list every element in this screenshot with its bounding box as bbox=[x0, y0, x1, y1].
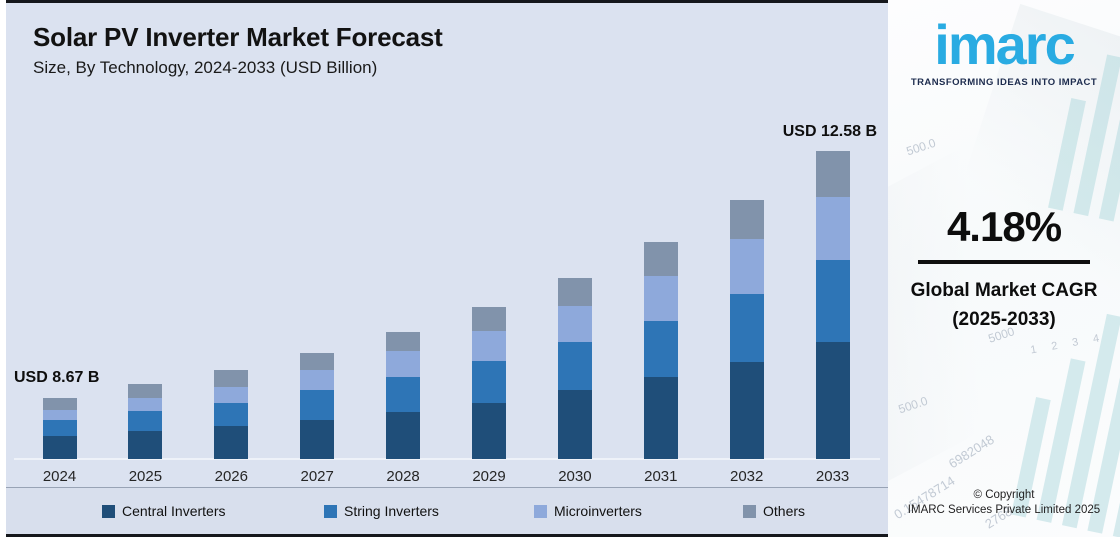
bar-segment-others bbox=[128, 383, 163, 398]
bar-segment-others bbox=[214, 369, 249, 387]
bar-segment-string-inverters bbox=[386, 377, 421, 412]
legend-label: Others bbox=[763, 503, 806, 519]
x-tick-2025: 2025 bbox=[128, 468, 163, 485]
x-tick-2032: 2032 bbox=[730, 468, 764, 485]
bar-segment-others bbox=[386, 332, 421, 351]
x-tick-2026: 2026 bbox=[214, 468, 248, 485]
bar-2028 bbox=[386, 332, 421, 459]
bar-segment-string-inverters bbox=[729, 294, 764, 362]
bar-2033 bbox=[815, 151, 850, 459]
bar-segment-string-inverters bbox=[300, 390, 335, 420]
bar-2026 bbox=[214, 369, 249, 459]
chart-panel-inner: Solar PV Inverter Market Forecast Size, … bbox=[6, 3, 888, 534]
bar-segment-microinverters bbox=[42, 409, 77, 420]
watermark-number: 500.0 bbox=[904, 135, 938, 159]
x-tick-2031: 2031 bbox=[644, 468, 678, 485]
legend-label: Central Inverters bbox=[122, 503, 226, 519]
bar-2025 bbox=[128, 383, 163, 459]
page-title: Solar PV Inverter Market Forecast bbox=[33, 22, 443, 52]
cagr-underline bbox=[918, 260, 1090, 264]
cagr-block: 4.18% Global Market CAGR (2025-2033) bbox=[888, 203, 1120, 334]
bar-2029 bbox=[472, 307, 506, 459]
x-axis-line bbox=[14, 458, 880, 460]
bar-segment-central-inverters bbox=[729, 361, 764, 459]
bar-segment-microinverters bbox=[815, 197, 850, 260]
bar-segment-string-inverters bbox=[643, 320, 678, 377]
bar-segment-central-inverters bbox=[815, 342, 850, 459]
bar-segment-central-inverters bbox=[643, 377, 678, 459]
value-label-2033: USD 12.58 B bbox=[782, 123, 877, 140]
legend-swatch bbox=[743, 504, 756, 518]
x-tick-2029: 2029 bbox=[472, 468, 506, 485]
bar-segment-string-inverters bbox=[557, 342, 592, 390]
bar-segment-central-inverters bbox=[472, 403, 506, 459]
bar-segment-string-inverters bbox=[128, 410, 163, 431]
bar-segment-others bbox=[557, 278, 592, 306]
bar-segment-central-inverters bbox=[214, 425, 249, 459]
bar-segment-others bbox=[42, 397, 77, 410]
x-tick-2027: 2027 bbox=[300, 468, 334, 485]
legend-label: String Inverters bbox=[344, 503, 439, 519]
bar-segment-others bbox=[815, 151, 850, 197]
bar-segment-microinverters bbox=[386, 350, 421, 377]
cagr-label-line2: (2025-2033) bbox=[952, 308, 1056, 330]
legend-item-string-inverters: String Inverters bbox=[324, 503, 439, 519]
imarc-logo-text: imarc bbox=[934, 13, 1075, 76]
bar-segment-string-inverters bbox=[815, 259, 850, 342]
bar-2027 bbox=[300, 353, 335, 459]
copyright: © Copyright IMARC Services Private Limit… bbox=[888, 488, 1120, 519]
x-tick-2033: 2033 bbox=[815, 468, 850, 485]
cagr-label-line1: Global Market CAGR bbox=[910, 280, 1098, 301]
bar-segment-string-inverters bbox=[42, 419, 77, 436]
legend-label: Microinverters bbox=[554, 503, 642, 519]
bar-2030 bbox=[557, 278, 592, 459]
bar-2032 bbox=[729, 200, 764, 459]
bar-segment-central-inverters bbox=[300, 419, 335, 459]
page-subtitle: Size, By Technology, 2024-2033 (USD Bill… bbox=[33, 58, 378, 77]
bar-segment-microinverters bbox=[643, 275, 678, 321]
bar-segment-microinverters bbox=[214, 387, 249, 403]
legend-item-microinverters: Microinverters bbox=[534, 503, 642, 519]
chart-legend: Central Inverters String Inverters Microin… bbox=[6, 487, 888, 534]
x-tick-2028: 2028 bbox=[386, 468, 420, 485]
bar-segment-string-inverters bbox=[214, 402, 249, 426]
bar-segment-central-inverters bbox=[42, 435, 77, 459]
legend-swatch bbox=[534, 504, 547, 518]
bar-segment-central-inverters bbox=[386, 411, 421, 459]
copyright-line1: © Copyright bbox=[973, 488, 1035, 501]
bar-segment-microinverters bbox=[300, 370, 335, 390]
legend-swatch bbox=[102, 504, 115, 518]
legend-item-central-inverters: Central Inverters bbox=[102, 503, 225, 519]
legend-item-others: Others bbox=[743, 503, 805, 519]
bar-segment-others bbox=[300, 353, 335, 370]
bar-segment-microinverters bbox=[729, 239, 764, 294]
chart-panel: Solar PV Inverter Market Forecast Size, … bbox=[6, 0, 888, 537]
bar-2031 bbox=[643, 242, 678, 459]
bar-segment-central-inverters bbox=[557, 389, 592, 459]
bar-segment-others bbox=[643, 242, 678, 276]
bar-segment-microinverters bbox=[472, 330, 506, 361]
bar-segment-microinverters bbox=[557, 305, 592, 342]
cagr-value: 4.18% bbox=[946, 203, 1062, 250]
brand-sidebar: 500.0 1 2 3 4 5000 500.0 6982048 0.15478… bbox=[888, 0, 1120, 537]
bar-segment-others bbox=[729, 200, 764, 239]
bar-2024 bbox=[42, 397, 77, 459]
bar-segment-central-inverters bbox=[128, 430, 163, 459]
bar-segment-microinverters bbox=[128, 397, 163, 411]
copyright-line2: IMARC Services Private Limited 2025 bbox=[907, 504, 1101, 517]
bar-segment-string-inverters bbox=[472, 360, 506, 403]
imarc-logo-tagline: TRANSFORMING IDEAS INTO IMPACT bbox=[910, 76, 1098, 88]
x-tick-2024: 2024 bbox=[42, 468, 77, 485]
imarc-logo: imarc TRANSFORMING IDEAS INTO IMPACT bbox=[888, 14, 1120, 88]
legend-swatch bbox=[324, 504, 337, 518]
x-tick-2030: 2030 bbox=[558, 468, 592, 485]
value-label-2024: USD 8.67 B bbox=[14, 369, 100, 386]
bar-segment-others bbox=[472, 307, 506, 331]
